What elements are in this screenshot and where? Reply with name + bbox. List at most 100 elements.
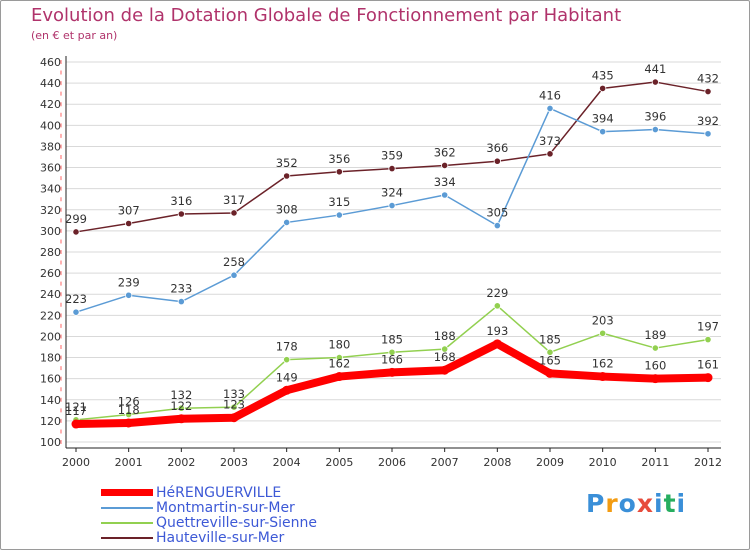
data-point xyxy=(704,336,712,344)
legend-label: Hauteville-sur-Mer xyxy=(156,529,285,546)
legend-swatch xyxy=(101,506,153,509)
proxiti-logo: Proxiti xyxy=(586,489,686,518)
data-point xyxy=(72,308,80,316)
data-label: 352 xyxy=(276,156,298,170)
y-tick-label: 440 xyxy=(40,77,61,90)
data-point xyxy=(71,419,81,429)
y-tick-label: 360 xyxy=(40,162,61,175)
data-point xyxy=(545,368,555,378)
data-label: 239 xyxy=(118,275,140,289)
data-label: 432 xyxy=(697,72,719,86)
data-label: 189 xyxy=(644,328,666,342)
data-label: 117 xyxy=(65,404,87,418)
logo-letter: P xyxy=(586,489,606,518)
data-point xyxy=(335,353,343,362)
data-point xyxy=(282,385,292,395)
data-label: 123 xyxy=(223,398,245,412)
data-label: 435 xyxy=(592,68,614,82)
legend-swatch xyxy=(101,489,153,496)
data-point xyxy=(546,348,554,356)
data-label: 118 xyxy=(118,403,140,417)
x-tick-label: 2004 xyxy=(273,456,301,469)
x-tick-label: 2002 xyxy=(167,456,195,469)
y-tick-label: 300 xyxy=(40,225,61,238)
data-label: 178 xyxy=(276,340,298,354)
legend-label: HéRENGUERVILLE xyxy=(156,484,282,501)
data-point xyxy=(177,210,185,218)
data-label: 396 xyxy=(644,110,666,124)
x-tick-label: 2007 xyxy=(431,456,459,469)
data-label: 122 xyxy=(170,399,192,413)
data-label: 160 xyxy=(644,359,666,373)
data-label: 166 xyxy=(381,352,403,366)
data-label: 308 xyxy=(276,202,298,216)
data-label: 223 xyxy=(65,292,87,306)
x-tick-label: 2001 xyxy=(115,456,143,469)
legend-swatch xyxy=(101,536,153,539)
data-label: 362 xyxy=(434,145,456,159)
data-label: 356 xyxy=(328,152,350,166)
logo-letter: x xyxy=(636,489,654,518)
data-point xyxy=(703,373,713,383)
data-point xyxy=(650,374,660,384)
data-label: 197 xyxy=(697,320,719,334)
data-label: 441 xyxy=(644,62,666,76)
y-tick-label: 320 xyxy=(40,204,61,217)
data-point xyxy=(125,219,133,228)
logo-letter: o xyxy=(618,489,637,518)
data-point xyxy=(493,157,501,165)
x-tick-label: 2003 xyxy=(220,456,248,469)
data-point xyxy=(546,150,554,158)
data-label: 126 xyxy=(118,395,140,409)
legend-item: Quettreville-sur-Sienne xyxy=(101,515,317,531)
data-label: 366 xyxy=(486,141,508,155)
x-tick-label: 2008 xyxy=(483,456,511,469)
data-label: 324 xyxy=(381,186,403,200)
data-label: 185 xyxy=(539,332,561,346)
data-point xyxy=(704,130,712,138)
data-point xyxy=(441,191,449,199)
y-tick-label: 160 xyxy=(40,373,61,386)
legend-swatch xyxy=(101,521,153,524)
data-label: 334 xyxy=(434,175,456,189)
data-point xyxy=(176,414,186,424)
data-label: 299 xyxy=(65,212,87,226)
data-point xyxy=(177,404,185,412)
data-point xyxy=(441,345,449,353)
data-label: 132 xyxy=(170,388,192,402)
y-tick-label: 420 xyxy=(40,98,61,111)
data-label: 203 xyxy=(592,313,614,327)
y-tick-label: 200 xyxy=(40,330,61,343)
data-label: 416 xyxy=(539,88,561,102)
data-point xyxy=(229,413,239,423)
x-tick-label: 2010 xyxy=(589,456,617,469)
data-point xyxy=(492,339,502,349)
data-point xyxy=(283,356,291,364)
y-tick-label: 340 xyxy=(40,183,61,196)
legend-item: Hauteville-sur-Mer xyxy=(101,529,317,546)
data-point xyxy=(230,209,238,217)
legend-label: Montmartin-sur-Mer xyxy=(156,499,295,516)
data-point xyxy=(598,372,608,382)
data-label: 162 xyxy=(592,357,614,371)
data-label: 392 xyxy=(697,114,719,128)
data-label: 359 xyxy=(381,149,403,163)
data-point xyxy=(599,329,607,337)
data-point xyxy=(334,372,344,382)
data-point xyxy=(230,271,238,279)
data-point xyxy=(704,87,712,96)
data-point xyxy=(546,104,554,113)
x-tick-label: 2009 xyxy=(536,456,564,469)
data-point xyxy=(125,291,133,299)
x-tick-label: 2000 xyxy=(62,456,90,469)
data-label: 233 xyxy=(170,282,192,296)
data-point xyxy=(651,344,659,352)
y-tick-label: 240 xyxy=(40,288,61,301)
data-label: 180 xyxy=(328,338,350,352)
data-point xyxy=(230,403,238,411)
data-label: 229 xyxy=(486,286,508,300)
legend-item: Montmartin-sur-Mer xyxy=(101,499,317,516)
data-label: 316 xyxy=(170,194,192,208)
x-tick-label: 2012 xyxy=(694,456,722,469)
